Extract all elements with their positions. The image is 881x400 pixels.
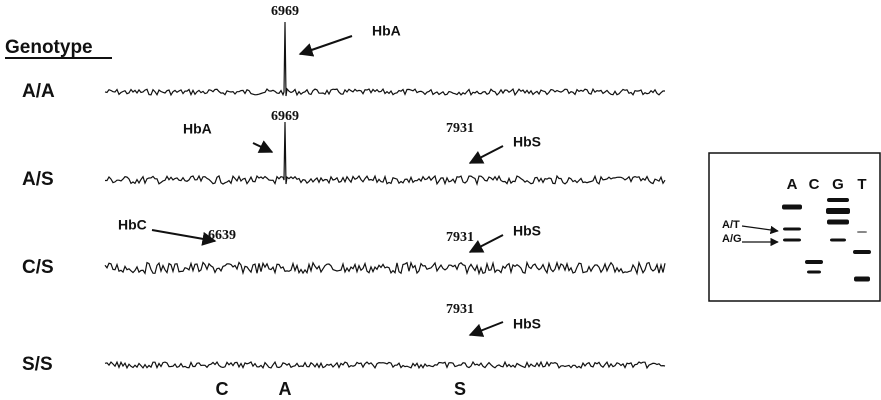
- peak-mass: 6969: [271, 4, 299, 19]
- gel-band: [783, 227, 801, 231]
- gel-band: [805, 260, 823, 264]
- gel-band: [827, 198, 849, 202]
- gel-band: [857, 231, 867, 233]
- genotype-label: C/S: [22, 257, 54, 278]
- lane-label: C: [809, 176, 820, 193]
- gel-band: [827, 219, 849, 225]
- peak-mass: 7931: [446, 121, 474, 136]
- marker-label: A/T: [722, 219, 740, 231]
- peak-arrow: [468, 234, 504, 253]
- peak-arrow: [252, 140, 274, 153]
- spectrum-trace: [104, 360, 666, 370]
- peak-mass: 7931: [446, 302, 474, 317]
- peak-arrow: [298, 35, 353, 57]
- gel-band: [826, 208, 850, 214]
- x-label: S: [454, 379, 466, 399]
- lane-label: T: [857, 176, 866, 193]
- gel-band: [830, 238, 846, 242]
- inset-frame: [708, 152, 881, 302]
- peak-arrow: [468, 145, 504, 164]
- genotype-label: S/S: [22, 354, 53, 375]
- gel-band: [807, 270, 821, 274]
- marker-arrow: [741, 225, 779, 235]
- peak-label: HbS: [513, 223, 541, 239]
- x-label: A: [279, 379, 292, 399]
- gel-band: [854, 276, 870, 282]
- gel-band: [783, 238, 801, 242]
- peak-label: HbA: [183, 121, 212, 137]
- peak-arrow: [151, 229, 217, 246]
- spectrum-trace: [104, 21, 665, 97]
- x-label: C: [216, 379, 229, 399]
- gel-band: [782, 204, 802, 210]
- marker-label: A/G: [722, 233, 742, 245]
- gel-band: [853, 250, 871, 254]
- peak-label: HbS: [513, 316, 541, 332]
- lane-label: G: [832, 176, 844, 193]
- spectrum-trace: [105, 121, 666, 187]
- genotype-heading: Genotype: [5, 37, 93, 58]
- peak-mass: 6969: [271, 109, 299, 124]
- genotype-label: A/A: [22, 81, 55, 102]
- peak-label: HbC: [118, 217, 147, 233]
- lane-label: A: [787, 176, 798, 193]
- peak-label: HbS: [513, 134, 541, 150]
- peak-mass: 7931: [446, 230, 474, 245]
- genotype-label: A/S: [22, 169, 54, 190]
- spectrum-trace: [104, 260, 666, 276]
- peak-arrow: [468, 321, 504, 337]
- peak-label: HbA: [372, 23, 401, 39]
